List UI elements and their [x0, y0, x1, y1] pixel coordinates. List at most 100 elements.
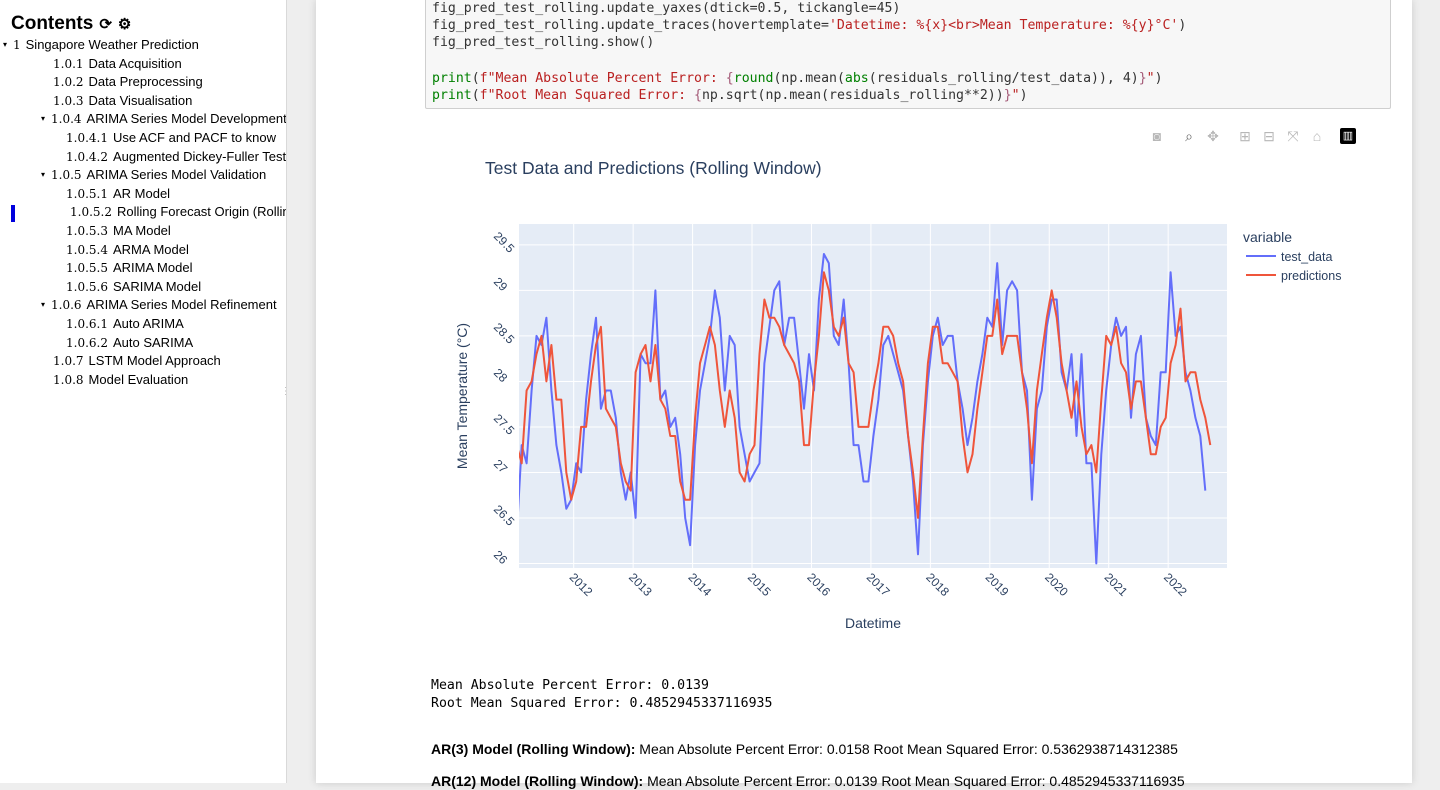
x-tick-label: 2016	[804, 570, 833, 599]
x-tick-label: 2017	[864, 570, 893, 599]
ar3-text: Mean Absolute Percent Error: 0.0158 Root…	[635, 741, 1178, 757]
toc-item[interactable]: ▾ 1.0.6 ARIMA Series Model Refinement	[41, 296, 286, 314]
toc-item[interactable]: 1.0.7 LSTM Model Approach	[53, 352, 286, 370]
chevron-down-icon[interactable]: ▾	[41, 114, 46, 124]
toc-item-label: Rolling Forecast Origin (Rolling Window)	[116, 204, 286, 220]
notebook-panel: fig_pred_test_rolling.update_yaxes(dtick…	[316, 0, 1412, 789]
toc-item-label: Auto SARIMA	[112, 334, 194, 350]
zoom-out-icon[interactable]: ⊟	[1263, 128, 1275, 144]
toc-item-number: 1.0.5	[51, 168, 82, 183]
y-axis-ticks: 26 26.5 27 27.5 28 28.5 29 29.5	[491, 229, 518, 567]
toc-item[interactable]: 1.0.4.1 Use ACF and PACF to know	[66, 129, 286, 147]
toc-item-label: AR Model	[112, 185, 171, 201]
code-line: fig_pred_test_rolling.update_yaxes(dtick…	[432, 0, 900, 17]
ar3-label: AR(3) Model (Rolling Window):	[431, 741, 636, 757]
toc-item[interactable]: 1.0.5.4 ARMA Model	[66, 241, 286, 259]
toc-item-number: 1	[13, 38, 21, 52]
zoom-icon[interactable]: ⌕	[1185, 128, 1193, 144]
gear-icon[interactable]: ⚙	[117, 16, 132, 33]
chevron-down-icon[interactable]: ▾	[41, 300, 46, 310]
toc-item-label: MA Model	[112, 223, 171, 238]
toc-item[interactable]: 1.0.6.1 Auto ARIMA	[66, 315, 286, 333]
toc-item[interactable]: 1.0.4.2 Augmented Dickey-Fuller Test	[66, 148, 286, 166]
code-keyword: print	[432, 88, 472, 103]
code-cell[interactable]: fig_pred_test_rolling.update_yaxes(dtick…	[425, 0, 1391, 109]
autoscale-icon[interactable]: ⤧	[1287, 128, 1299, 144]
code-text: np.sqrt(np.mean(residuals_rolling**2))	[701, 88, 1004, 103]
y-tick-label: 28	[491, 366, 511, 386]
x-tick-label: 2022	[1161, 570, 1190, 599]
toc-item-number: 1.0.7	[53, 354, 84, 369]
output-mape: Mean Absolute Percent Error: 0.0139	[431, 678, 709, 693]
toc-item[interactable]: ▾ 1.0.5 ARIMA Series Model Validation	[41, 166, 286, 184]
toc-item-label: LSTM Model Approach	[88, 353, 221, 369]
code-string: "	[1146, 71, 1155, 86]
toc-item-label: ARIMA Model	[112, 260, 193, 276]
toc-item-number: 1.0.1	[53, 56, 84, 71]
plotly-logo-icon[interactable]: ▥	[1340, 128, 1356, 144]
toc-item-number: 1.0.5.1	[66, 186, 108, 201]
toc-item-number: 1.0.5.3	[66, 224, 108, 238]
toc-item[interactable]: 1.0.2 Data Preprocessing	[53, 73, 286, 91]
toc-item[interactable]: 1.0.5.2 Rolling Forecast Origin (Rolling …	[70, 203, 286, 221]
y-tick-label: 27.5	[491, 411, 518, 438]
toc-item[interactable]: 1.0.5.6 SARIMA Model	[66, 278, 286, 296]
toc-item-number: 1.0.6	[51, 298, 82, 313]
code-text: (np.mean(	[773, 71, 845, 86]
code-line: fig_pred_test_rolling.show()	[432, 34, 654, 51]
series-line-predictions[interactable]	[517, 271, 1212, 519]
output-rmse: Root Mean Squared Error: 0.4852945337116…	[431, 696, 773, 711]
toc-item-label: ARMA Model	[112, 241, 189, 257]
toc-item-label: ARIMA Series Model Validation	[86, 167, 267, 183]
toc-item-label: Data Visualisation	[88, 92, 193, 108]
toc-item-label: Use ACF and PACF to know	[112, 130, 277, 145]
toc-header: Contents ⟳ ⚙	[11, 12, 131, 36]
toc-item-label: Singapore Weather Prediction	[25, 37, 199, 52]
toc-item-label: ARIMA Series Model Development	[86, 111, 287, 127]
series-lines	[517, 253, 1212, 565]
chevron-down-icon[interactable]: ▾	[3, 40, 8, 49]
toc-item-number: 1.0.6.1	[66, 317, 108, 331]
toc-item-number: 1.0.4	[51, 112, 82, 127]
ar12-label: AR(12) Model (Rolling Window):	[431, 773, 644, 789]
sidebar-resize-handle[interactable]: ⋮⋮	[281, 386, 286, 397]
toc-item[interactable]: 1.0.3 Data Visualisation	[53, 92, 286, 110]
toc-item[interactable]: 1.0.5.1 AR Model	[66, 185, 286, 203]
toc-item[interactable]: 1.0.5.5 ARIMA Model	[66, 259, 286, 277]
code-string: f"Root Mean Squared Error:	[479, 88, 695, 103]
code-interp: }	[1003, 88, 1012, 103]
legend-item-test-data[interactable]: test_data	[1246, 250, 1332, 264]
code-builtin: round	[733, 71, 774, 86]
pan-icon[interactable]: ✥	[1207, 128, 1219, 144]
code-keyword: print	[432, 71, 472, 86]
toc-item-number: 1.0.4.2	[66, 149, 108, 164]
x-tick-label: 2015	[745, 570, 774, 599]
toc-item[interactable]: 1.0.1 Data Acquisition	[53, 55, 286, 73]
markdown-ar3-result: AR(3) Model (Rolling Window): Mean Absol…	[431, 740, 1178, 758]
toc-item-number: 1.0.4.1	[66, 131, 108, 145]
toc-item[interactable]: 1.0.8 Model Evaluation	[53, 371, 286, 389]
toc-item[interactable]: ▾ 1.0.4 ARIMA Series Model Development	[41, 110, 287, 128]
legend-item-predictions[interactable]: predictions	[1246, 269, 1341, 283]
chevron-down-icon[interactable]: ▾	[41, 170, 46, 180]
x-tick-label: 2018	[923, 570, 952, 599]
reset-axes-icon[interactable]: ⌂	[1312, 128, 1322, 144]
toc-item[interactable]: ▾ 1 Singapore Weather Prediction	[3, 36, 281, 54]
toc-item[interactable]: 1.0.6.2 Auto SARIMA	[66, 334, 286, 352]
x-tick-label: 2019	[983, 570, 1012, 599]
toc-title: Contents	[11, 13, 94, 34]
code-text: )	[1178, 18, 1187, 33]
x-tick-label: 2012	[567, 570, 596, 599]
code-line: fig_pred_test_rolling.update_traces(hove…	[432, 17, 1186, 34]
code-text: )	[1154, 71, 1163, 86]
code-string: "	[1011, 88, 1020, 103]
code-text: fig_pred_test_rolling.show()	[432, 35, 655, 50]
camera-icon[interactable]: ◙	[1152, 128, 1162, 144]
x-tick-label: 2021	[1102, 570, 1131, 599]
toc-item[interactable]: 1.0.5.3 MA Model	[66, 222, 286, 240]
refresh-icon[interactable]: ⟳	[99, 16, 112, 33]
zoom-in-icon[interactable]: ⊞	[1239, 128, 1251, 144]
toc-item-label: Model Evaluation	[88, 371, 189, 387]
y-tick-label: 26.5	[491, 502, 518, 529]
y-tick-label: 26	[491, 548, 511, 568]
